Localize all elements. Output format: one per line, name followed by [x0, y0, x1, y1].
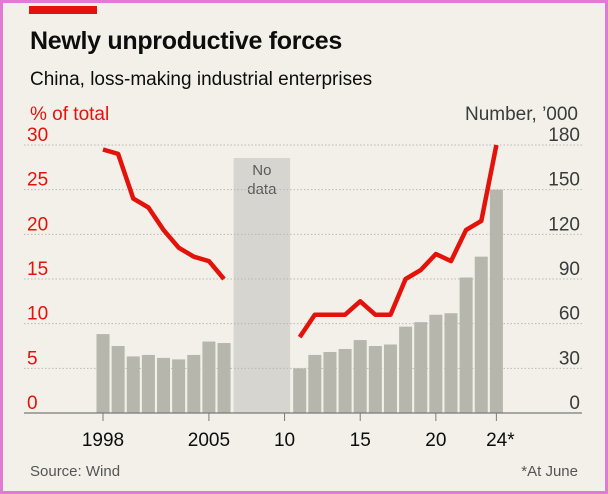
bar-1999 — [111, 346, 125, 413]
bar-2019 — [414, 322, 428, 413]
x-axis-tick-label: 2005 — [188, 430, 230, 451]
bar-2021 — [444, 313, 458, 413]
left-axis-tick-label: 10 — [27, 304, 48, 325]
chart-subtitle: China, loss-making industrial enterprise… — [30, 69, 373, 90]
left-axis-tick-label: 0 — [27, 393, 38, 414]
line-segment-1 — [102, 147, 226, 281]
right-axis-unit-label: Number, ’000 — [464, 104, 578, 125]
bar-2013 — [323, 351, 337, 413]
x-axis-tick-label: 20 — [425, 430, 446, 451]
bar-2015 — [353, 340, 367, 413]
left-axis-tick-label: 25 — [27, 170, 48, 191]
left-axis-tick-label: 20 — [27, 214, 48, 235]
x-axis-tick-label: 1998 — [82, 430, 124, 451]
brand-accent-tab — [29, 6, 97, 14]
bar-2012 — [308, 354, 322, 413]
x-axis-tick-label: 24* — [486, 430, 515, 451]
right-axis-tick-label: 60 — [559, 304, 580, 325]
no-data-band — [233, 158, 291, 413]
x-axis-tick-label: 15 — [350, 430, 371, 451]
left-axis-unit-label: % of total — [30, 104, 110, 125]
bar-2023 — [474, 256, 488, 413]
source-note: Source: Wind — [30, 463, 121, 480]
no-data-label-line-1: No — [252, 162, 271, 179]
bar-2020 — [429, 314, 443, 413]
bar-2016 — [368, 346, 382, 413]
bar-2018 — [399, 326, 413, 413]
left-axis-tick-label: 5 — [27, 348, 38, 369]
bar-2002 — [157, 357, 171, 413]
left-axis-tick-label: 15 — [27, 259, 48, 280]
right-axis-tick-label: 30 — [559, 348, 580, 369]
right-axis-tick-label: 120 — [548, 214, 580, 235]
bar-2024 — [489, 189, 503, 413]
bar-2006 — [217, 343, 231, 413]
footnote: *At June — [521, 463, 578, 480]
right-axis-tick-label: 180 — [548, 125, 580, 146]
bar-1998 — [96, 334, 110, 413]
right-axis-tick-label: 150 — [548, 170, 580, 191]
bar-2001 — [141, 354, 155, 413]
bar-2022 — [459, 277, 473, 413]
right-axis-tick-label: 0 — [569, 393, 580, 414]
bar-2011 — [293, 368, 307, 413]
right-axis-tick-label: 90 — [559, 259, 580, 280]
chart-title: Newly unproductive forces — [30, 27, 343, 55]
bar-2000 — [126, 356, 140, 413]
bar-2017 — [383, 344, 397, 413]
bar-2014 — [338, 348, 352, 413]
bar-2003 — [172, 359, 186, 413]
x-axis-tick-label: 10 — [274, 430, 295, 451]
line-segment-2 — [297, 144, 499, 339]
bar-2005 — [202, 341, 216, 413]
left-axis-tick-label: 30 — [27, 125, 48, 146]
bar-2004 — [187, 354, 201, 413]
